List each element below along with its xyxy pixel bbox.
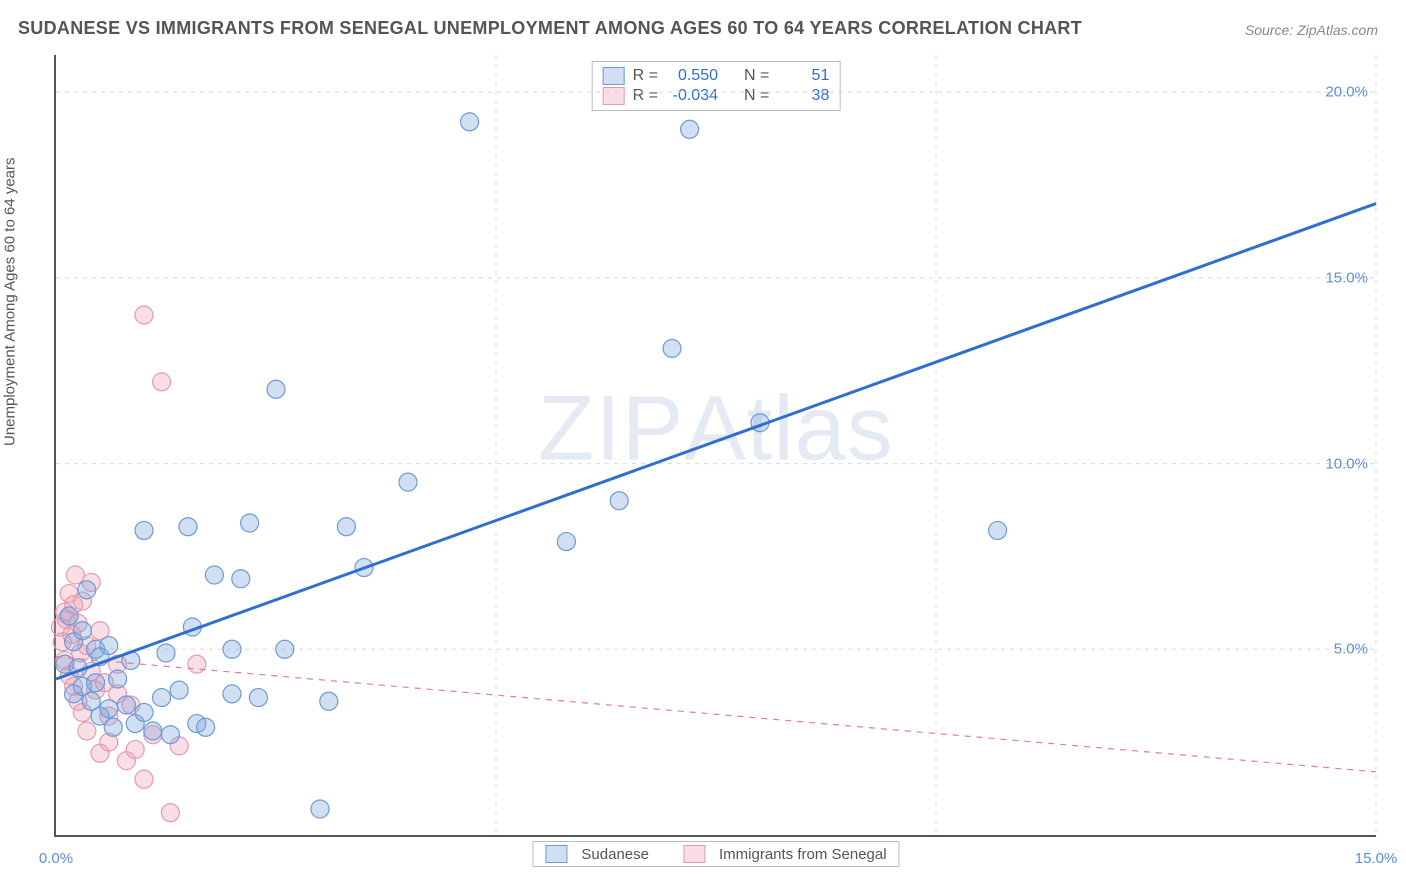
x-tick-label: 0.0% — [39, 850, 73, 867]
chart-title: SUDANESE VS IMMIGRANTS FROM SENEGAL UNEM… — [18, 18, 1082, 39]
y-axis-label: Unemployment Among Ages 60 to 64 years — [2, 157, 19, 446]
plot-area: ZIPAtlas R = 0.550 N = 51 R = -0.034 N =… — [54, 55, 1376, 837]
y-tick-label: 5.0% — [1334, 641, 1368, 658]
source-attribution: Source: ZipAtlas.com — [1245, 22, 1378, 38]
legend-label: Sudanese — [581, 846, 649, 863]
y-tick-label: 10.0% — [1325, 455, 1368, 472]
swatch-icon — [545, 845, 567, 863]
legend-label: Immigrants from Senegal — [719, 846, 887, 863]
chart-svg — [56, 55, 1376, 835]
series-legend: Sudanese Immigrants from Senegal — [532, 841, 899, 867]
swatch-icon — [683, 845, 705, 863]
x-tick-label: 15.0% — [1355, 850, 1398, 867]
y-tick-label: 15.0% — [1325, 269, 1368, 286]
y-tick-label: 20.0% — [1325, 84, 1368, 101]
